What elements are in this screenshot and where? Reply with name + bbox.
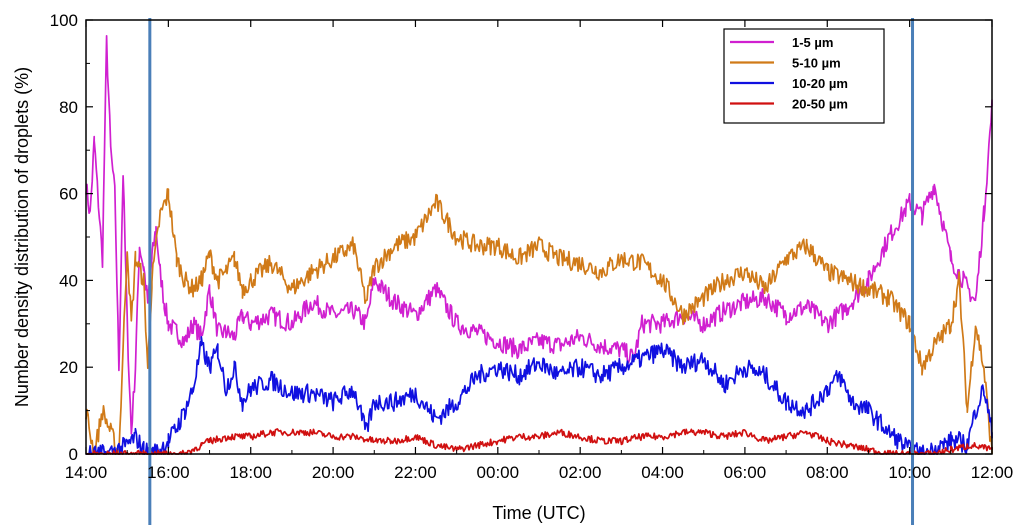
- series-line-2: [85, 188, 993, 455]
- x-tick-label: 12:00: [971, 463, 1014, 482]
- series-line-3: [86, 336, 993, 455]
- series-line-4: [85, 428, 993, 455]
- y-tick-label: 20: [59, 358, 78, 377]
- x-axis-label: Time (UTC): [492, 503, 585, 523]
- x-tick-label: 04:00: [641, 463, 684, 482]
- legend-label-4: 20-50 µm: [792, 97, 848, 112]
- y-axis-label: Number density distribution of droplets …: [12, 67, 32, 407]
- series-line-1: [85, 34, 993, 435]
- y-tick-label: 80: [59, 98, 78, 117]
- x-tick-label: 02:00: [559, 463, 602, 482]
- y-tick-label: 40: [59, 271, 78, 290]
- x-tick-label: 22:00: [394, 463, 437, 482]
- legend-label-3: 10-20 µm: [792, 76, 848, 91]
- x-tick-label: 08:00: [806, 463, 849, 482]
- y-tick-label: 100: [50, 11, 78, 30]
- x-tick-label: 20:00: [312, 463, 355, 482]
- axes-layer: 14:00 16:00 18:00 20:00 22:00 00:00 02:00 04:00…: [50, 11, 1014, 482]
- legend-box: [723, 28, 885, 124]
- x-tick-label: 06:00: [724, 463, 767, 482]
- series-layer: [85, 34, 993, 455]
- y-tick-label: 60: [59, 185, 78, 204]
- y-tick-label: 0: [69, 445, 78, 464]
- x-tick-label: 16:00: [147, 463, 190, 482]
- x-tick-label: 14:00: [65, 463, 108, 482]
- x-tick-label: 00:00: [477, 463, 520, 482]
- x-tick-label: 18:00: [229, 463, 272, 482]
- marker-layer: [148, 18, 915, 525]
- x-tick-label: 10:00: [888, 463, 931, 482]
- legend-label-1: 1-5 µm: [792, 35, 833, 50]
- legend: 1-5 µm 5-10 µm 10-20 µm 20-50 µm: [723, 28, 885, 124]
- legend-label-2: 5-10 µm: [792, 56, 841, 71]
